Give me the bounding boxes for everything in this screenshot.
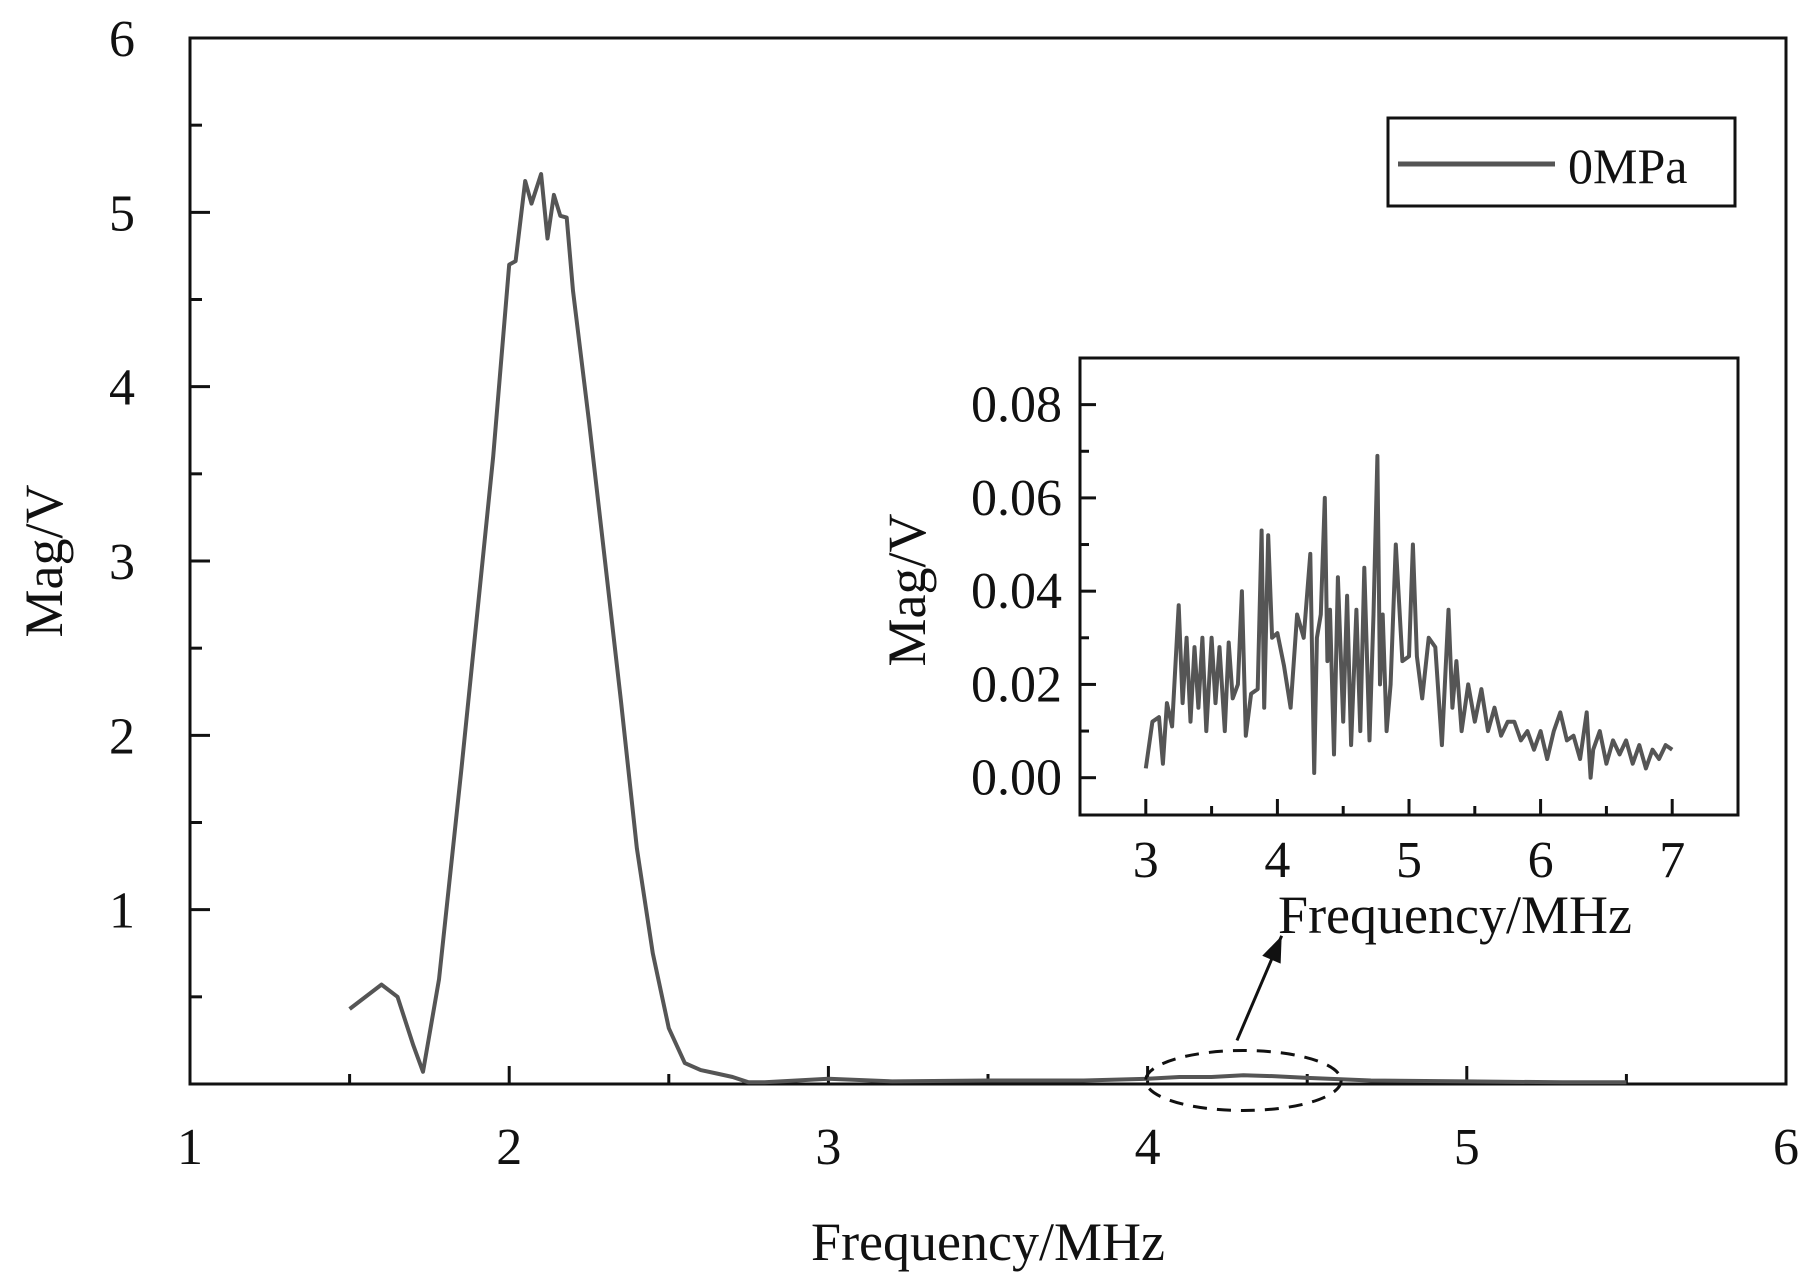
main-x-tick-label: 6 xyxy=(1773,1119,1799,1176)
main-y-axis: 1 2 3 4 5 6 xyxy=(109,11,210,999)
series-line-0MPa xyxy=(348,172,1627,1085)
inset-x-tick-label: 4 xyxy=(1264,832,1290,889)
inset-y-tick-label: 0.02 xyxy=(971,656,1062,713)
legend-label-0MPa: 0MPa xyxy=(1568,138,1687,194)
main-y-tick-label: 1 xyxy=(109,883,135,940)
main-x-tick-label: 5 xyxy=(1454,1119,1480,1176)
inset-x-tick-label: 7 xyxy=(1659,832,1685,889)
inset-chart: 3 4 5 6 7 0.00 0.02 0.04 0.06 0.08 Frequency/MHz… xyxy=(877,356,1740,945)
inset-x-tick-label: 6 xyxy=(1528,832,1554,889)
main-y-axis-title: Mag/V xyxy=(14,485,74,638)
inset-y-tick-label: 0.00 xyxy=(971,750,1062,807)
main-y-tick-label: 3 xyxy=(109,534,135,591)
main-y-tick-label: 4 xyxy=(109,360,135,417)
inset-x-tick-label: 5 xyxy=(1396,832,1422,889)
inset-y-tick-label: 0.08 xyxy=(971,377,1062,434)
inset-x-axis: 3 4 5 6 7 xyxy=(1133,799,1685,889)
inset-x-axis-title: Frequency/MHz xyxy=(1278,885,1632,945)
main-y-tick-label: 6 xyxy=(109,11,135,68)
main-y-tick-label: 5 xyxy=(109,185,135,242)
inset-y-axis-title: Mag/V xyxy=(877,514,937,667)
main-x-tick-label: 1 xyxy=(177,1119,203,1176)
main-x-tick-label: 4 xyxy=(1135,1119,1161,1176)
legend: 0MPa xyxy=(1386,116,1737,208)
main-x-tick-label: 2 xyxy=(496,1119,522,1176)
inset-plot-frame xyxy=(1078,356,1740,817)
zoom-arrowhead xyxy=(1262,935,1282,964)
zoom-region-ellipse xyxy=(1144,1049,1343,1113)
main-x-tick-label: 3 xyxy=(815,1119,841,1176)
inset-y-tick-label: 0.06 xyxy=(971,470,1062,527)
main-y-tick-label: 2 xyxy=(109,708,135,765)
inset-y-axis: 0.00 0.02 0.04 0.06 0.08 xyxy=(971,377,1096,807)
inset-y-tick-label: 0.04 xyxy=(971,563,1062,620)
inset-x-tick-label: 3 xyxy=(1133,832,1159,889)
inset-series-line-0MPa xyxy=(1143,453,1674,780)
main-chart: 1 2 3 4 5 6 1 2 3 4 5 6 Frequency/MHz Mag/V 0MPa xyxy=(14,11,1799,1272)
main-x-axis-title: Frequency/MHz xyxy=(811,1212,1165,1272)
